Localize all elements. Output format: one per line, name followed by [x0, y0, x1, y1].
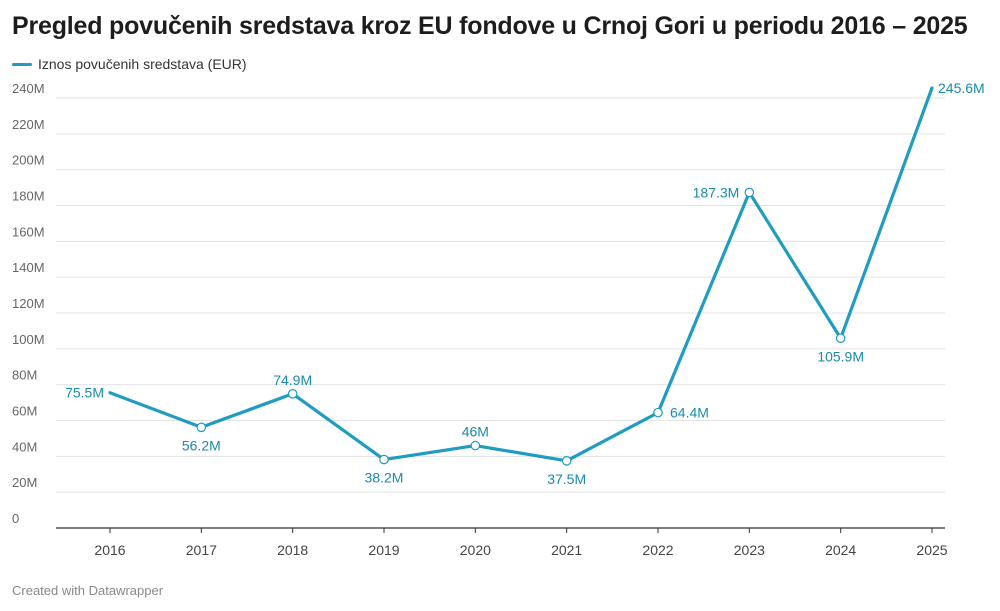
data-label: 245.6M: [938, 80, 985, 96]
data-point: [835, 333, 846, 344]
data-points: [196, 187, 846, 466]
data-label: 56.2M: [182, 437, 221, 453]
y-tick-label: 180M: [12, 189, 45, 204]
y-tick-label: 60M: [12, 404, 37, 419]
x-tick-label: 2020: [460, 542, 491, 558]
y-axis-ticks: 0 20M 40M 60M 80M 100M 120M 140M 160M 180M 200M 220…: [12, 81, 45, 526]
data-point: [379, 454, 389, 465]
data-point: [470, 440, 481, 451]
legend-swatch: [12, 62, 32, 66]
data-label: 74.9M: [273, 372, 312, 388]
data-label: 187.3M: [693, 184, 740, 200]
y-tick-label: 120M: [12, 296, 45, 311]
x-tick-label: 2018: [277, 542, 308, 558]
data-point: [744, 187, 755, 198]
x-tick-label: 2019: [368, 542, 399, 558]
y-tick-label: 220M: [12, 117, 45, 132]
chart-title: Pregled povučenih sredstava kroz EU fond…: [12, 12, 968, 40]
x-tick-label: 2016: [94, 542, 125, 558]
grid-lines: [56, 97, 945, 529]
x-tick-label: 2024: [825, 542, 856, 558]
y-tick-label: 200M: [12, 153, 45, 168]
footer-credit: Created with Datawrapper: [12, 583, 164, 598]
data-label: 75.5M: [65, 385, 104, 401]
y-tick-label: 20M: [12, 475, 37, 490]
series-layer: [108, 86, 934, 463]
x-tick-label: 2021: [551, 542, 582, 558]
data-point: [561, 456, 572, 466]
y-tick-label: 0: [12, 511, 19, 526]
data-label: 105.9M: [817, 348, 864, 364]
data-point: [653, 407, 663, 418]
y-tick-label: 240M: [12, 81, 45, 96]
x-tick-label: 2022: [642, 542, 673, 558]
data-label: 38.2M: [365, 470, 404, 486]
data-point: [196, 422, 207, 433]
y-tick-label: 140M: [12, 260, 45, 275]
x-tick-label: 2017: [186, 542, 217, 558]
x-axis-ticks: 2016 2017 2018 2019 2020 2021 2022 2023 2024 2025: [94, 528, 948, 558]
x-tick-label: 2025: [916, 542, 947, 558]
series-line: [108, 86, 934, 463]
data-label: 64.4M: [670, 405, 709, 421]
data-label: 46M: [462, 424, 489, 440]
data-point: [287, 389, 298, 399]
data-labels: 75.5M 56.2M 74.9M 38.2M 46M 37.5M 64.4M 187.3M 1…: [65, 80, 985, 487]
y-tick-label: 80M: [12, 368, 37, 383]
y-tick-label: 100M: [12, 332, 45, 347]
legend-label: Iznos povučenih sredstava (EUR): [38, 56, 247, 72]
legend: Iznos povučenih sredstava (EUR): [12, 56, 247, 72]
y-tick-label: 40M: [12, 439, 37, 454]
y-tick-label: 160M: [12, 224, 45, 239]
x-tick-label: 2023: [734, 542, 765, 558]
data-label: 37.5M: [547, 471, 586, 487]
